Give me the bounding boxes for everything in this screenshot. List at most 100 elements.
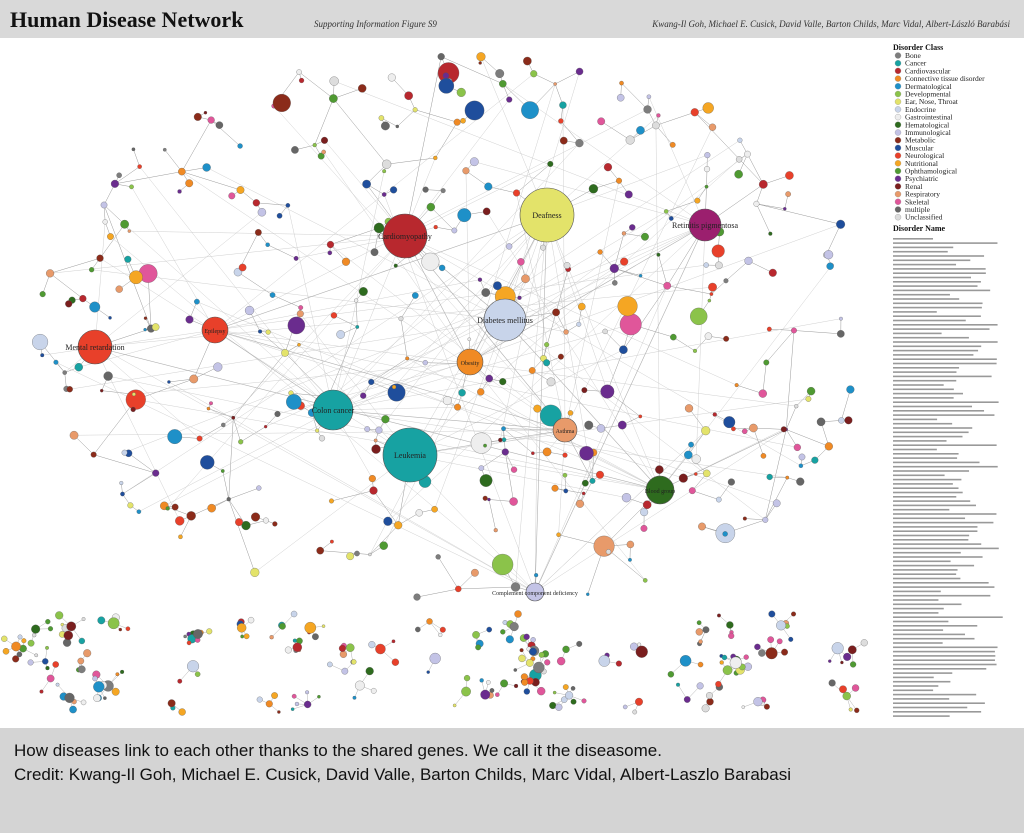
node bbox=[63, 630, 74, 641]
name-list-line bbox=[893, 465, 998, 468]
node bbox=[237, 143, 243, 149]
edge bbox=[546, 214, 608, 392]
node bbox=[640, 508, 649, 517]
edge bbox=[667, 285, 712, 295]
hub-node bbox=[312, 389, 354, 431]
node bbox=[558, 118, 564, 124]
node bbox=[781, 648, 788, 656]
edge bbox=[332, 142, 580, 411]
edge bbox=[515, 214, 548, 587]
hub-label: Diabetes mellitus bbox=[477, 316, 533, 325]
node bbox=[517, 295, 522, 300]
name-list-line bbox=[893, 478, 962, 481]
caption-line: Credit: Kwang-Il Goh, Michael E. Cusick,… bbox=[14, 765, 791, 784]
edge bbox=[122, 214, 548, 495]
edge bbox=[138, 409, 334, 512]
node bbox=[791, 611, 797, 617]
edge bbox=[404, 99, 510, 237]
node bbox=[603, 163, 613, 172]
node bbox=[533, 404, 542, 413]
legend-label: Ear, Nose, Throat bbox=[905, 97, 959, 106]
edge bbox=[430, 206, 455, 231]
node bbox=[683, 696, 691, 703]
node bbox=[241, 520, 251, 531]
name-list-line bbox=[893, 414, 995, 416]
node bbox=[567, 410, 574, 416]
node bbox=[542, 447, 552, 457]
edge bbox=[181, 171, 241, 191]
node bbox=[375, 426, 383, 434]
name-list-line bbox=[893, 311, 937, 313]
edge bbox=[366, 164, 387, 185]
legend-label: Unclassified bbox=[905, 213, 943, 222]
node bbox=[461, 686, 471, 697]
legend-label: Skeletal bbox=[905, 197, 929, 206]
name-list-line bbox=[893, 461, 980, 464]
edge bbox=[604, 331, 624, 350]
node bbox=[257, 208, 267, 217]
node bbox=[723, 416, 736, 429]
node bbox=[667, 671, 675, 678]
node bbox=[553, 82, 557, 86]
node bbox=[479, 678, 484, 683]
node bbox=[339, 650, 347, 658]
node bbox=[178, 708, 186, 716]
edge bbox=[744, 518, 766, 521]
node bbox=[346, 552, 355, 561]
node bbox=[193, 112, 202, 121]
edge bbox=[564, 127, 713, 431]
hub-node bbox=[552, 417, 578, 443]
node bbox=[655, 465, 664, 474]
node bbox=[837, 330, 845, 338]
node bbox=[729, 656, 742, 669]
name-list-line bbox=[893, 293, 950, 296]
node bbox=[840, 660, 844, 665]
node bbox=[766, 473, 773, 481]
node bbox=[52, 661, 59, 668]
node bbox=[65, 300, 73, 308]
node bbox=[688, 441, 694, 448]
node bbox=[684, 450, 693, 460]
node bbox=[575, 67, 584, 76]
name-list-line bbox=[893, 633, 965, 636]
edge bbox=[222, 470, 229, 500]
name-list-line bbox=[893, 397, 954, 399]
edge bbox=[673, 336, 696, 352]
node bbox=[111, 687, 120, 696]
node bbox=[521, 101, 539, 119]
hub-node bbox=[201, 316, 229, 344]
node bbox=[768, 231, 773, 236]
node bbox=[487, 497, 491, 502]
node bbox=[187, 660, 200, 673]
node bbox=[12, 655, 20, 663]
name-list-line bbox=[893, 625, 978, 627]
node bbox=[758, 649, 766, 657]
node bbox=[776, 638, 783, 645]
node bbox=[189, 374, 199, 384]
hubs: Deafness Cardiomyopathy Diabetes mellitus O… bbox=[65, 187, 738, 602]
node bbox=[429, 652, 441, 665]
name-list-line bbox=[893, 685, 939, 687]
node bbox=[806, 387, 816, 396]
edge bbox=[579, 480, 593, 504]
node bbox=[539, 404, 562, 427]
name-list-line bbox=[893, 663, 997, 666]
node bbox=[412, 107, 418, 113]
name-list-line bbox=[893, 659, 995, 661]
node bbox=[69, 430, 79, 440]
node bbox=[415, 509, 423, 517]
edge bbox=[277, 361, 471, 415]
node bbox=[537, 687, 546, 696]
edge bbox=[164, 149, 183, 172]
name-list-line bbox=[893, 341, 998, 343]
node bbox=[143, 316, 148, 320]
name-list-line bbox=[893, 332, 942, 335]
edge bbox=[129, 230, 406, 237]
node bbox=[641, 232, 649, 241]
name-list-line bbox=[893, 590, 941, 593]
node bbox=[370, 687, 377, 694]
node bbox=[438, 78, 455, 94]
node bbox=[850, 661, 857, 668]
name-list-line bbox=[893, 431, 969, 434]
name-list-line bbox=[893, 616, 1003, 618]
